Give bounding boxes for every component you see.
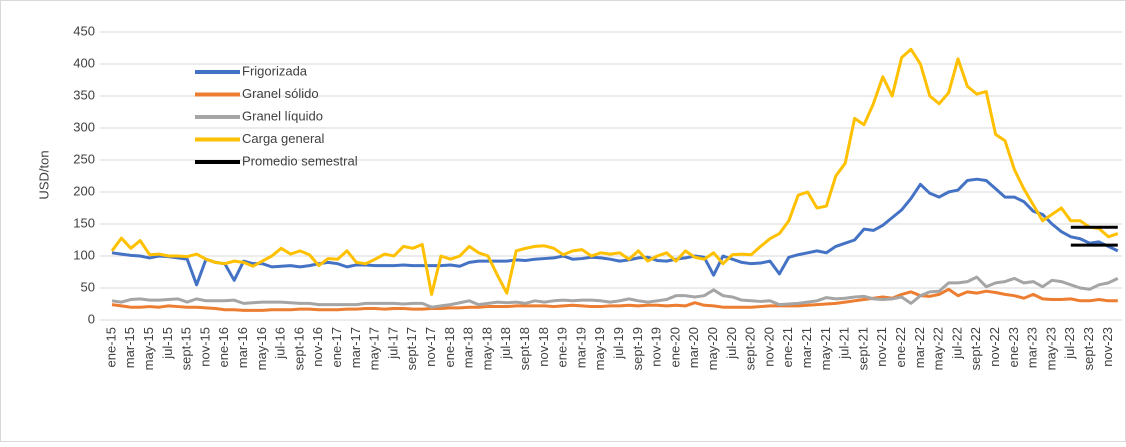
y-tick-label: 50 — [81, 279, 95, 294]
x-tick-label: jul-17 — [385, 327, 400, 360]
x-tick-label: nov-21 — [874, 327, 889, 367]
x-tick-label: mar-15 — [122, 327, 137, 368]
x-tick-label: mar-17 — [348, 327, 363, 368]
x-tick-label: ene-19 — [555, 327, 570, 367]
y-tick-label: 400 — [73, 55, 95, 70]
x-tick-label: sept-17 — [404, 327, 419, 370]
legend-label: Promedio semestral — [242, 153, 358, 168]
y-axis-title: USD/ton — [36, 150, 51, 199]
x-tick-label: jul-22 — [949, 327, 964, 360]
x-tick-label: jul-20 — [724, 327, 739, 360]
x-tick-label: ene-16 — [216, 327, 231, 367]
y-tick-label: 350 — [73, 87, 95, 102]
x-tick-label: jul-16 — [273, 327, 288, 360]
x-tick-label: nov-23 — [1100, 327, 1115, 367]
y-tick-label: 0 — [88, 311, 95, 326]
x-tick-label: sept-15 — [179, 327, 194, 370]
x-tick-label: may-17 — [367, 327, 382, 370]
legend-label: Granel sólido — [242, 86, 319, 101]
x-tick-label: mar-21 — [799, 327, 814, 368]
x-tick-label: may-23 — [1043, 327, 1058, 370]
y-tick-label: 450 — [73, 23, 95, 38]
x-tick-label: may-22 — [931, 327, 946, 370]
y-tick-label: 300 — [73, 119, 95, 134]
x-tick-label: may-15 — [141, 327, 156, 370]
y-tick-label: 150 — [73, 215, 95, 230]
x-tick-label: mar-22 — [912, 327, 927, 368]
x-tick-label: nov-20 — [761, 327, 776, 367]
x-tick-label: sept-23 — [1081, 327, 1096, 370]
x-tick-label: mar-18 — [461, 327, 476, 368]
x-tick-label: may-19 — [592, 327, 607, 370]
x-tick-label: may-20 — [705, 327, 720, 370]
x-tick-label: mar-23 — [1025, 327, 1040, 368]
series-line — [111, 275, 1119, 309]
x-tick-label: jul-21 — [837, 327, 852, 360]
x-tick-label: mar-19 — [573, 327, 588, 368]
x-tick-label: jul-18 — [498, 327, 513, 360]
x-tick-label: nov-15 — [197, 327, 212, 367]
x-tick-label: ene-21 — [780, 327, 795, 367]
x-tick-label: ene-15 — [103, 327, 118, 367]
x-tick-label: sept-18 — [517, 327, 532, 370]
x-tick-label: jul-23 — [1062, 327, 1077, 360]
x-tick-label: sept-16 — [291, 327, 306, 370]
y-tick-label: 100 — [73, 247, 95, 262]
series-line — [111, 177, 1119, 287]
x-tick-label: nov-22 — [987, 327, 1002, 367]
x-tick-label: nov-16 — [310, 327, 325, 367]
x-tick-label: ene-23 — [1006, 327, 1021, 367]
x-tick-label: may-21 — [818, 327, 833, 370]
x-tick-label: jul-19 — [611, 327, 626, 360]
legend-label: Carga general — [242, 131, 324, 146]
x-tick-label: nov-19 — [649, 327, 664, 367]
x-tick-label: sept-19 — [630, 327, 645, 370]
x-tick-label: nov-18 — [536, 327, 551, 367]
series-line — [110, 47, 1119, 296]
legend-label: Granel líquido — [242, 108, 323, 123]
x-tick-label: ene-22 — [893, 327, 908, 367]
x-tick-label: sept-20 — [743, 327, 758, 370]
x-tick-label: mar-20 — [686, 327, 701, 368]
y-tick-label: 250 — [73, 151, 95, 166]
x-tick-label: ene-20 — [667, 327, 682, 367]
x-tick-label: jul-15 — [160, 327, 175, 360]
x-tick-label: may-18 — [479, 327, 494, 370]
y-tick-label: 200 — [73, 183, 95, 198]
legend-label: Frigorizada — [242, 63, 308, 78]
x-tick-label: ene-17 — [329, 327, 344, 367]
x-tick-label: sept-21 — [855, 327, 870, 370]
x-tick-label: nov-17 — [423, 327, 438, 367]
series-line — [111, 287, 1118, 312]
x-tick-label: sept-22 — [968, 327, 983, 370]
x-tick-label: ene-18 — [442, 327, 457, 367]
x-tick-label: mar-16 — [235, 327, 250, 368]
x-tick-label: may-16 — [254, 327, 269, 370]
